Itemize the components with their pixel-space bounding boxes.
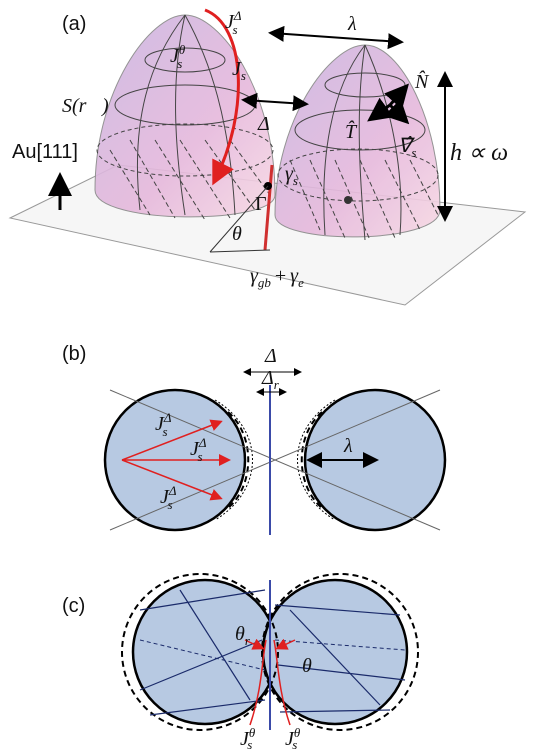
lambda-arrow xyxy=(272,33,400,42)
label-part: Δ xyxy=(261,367,274,389)
tangent-label: T̂ xyxy=(345,120,358,143)
figure: (a) JΔs Jθs Js λ S(r⃗) Δ N̂ T̂ ∇̂s h ∝ ω… xyxy=(0,0,540,752)
label-part: + xyxy=(275,265,286,287)
label-part: s xyxy=(293,173,298,188)
label-part: Δ xyxy=(198,435,207,450)
theta-label: θ xyxy=(232,223,242,245)
label-part: s xyxy=(247,737,252,752)
label-part: gb xyxy=(258,275,272,290)
lambda-label: λ xyxy=(343,435,353,457)
label-part: r xyxy=(274,377,280,392)
label-part: Δ xyxy=(233,8,242,23)
left-particle xyxy=(133,580,277,724)
page: (a) JΔs Jθs Js λ S(r⃗) Δ N̂ T̂ ∇̂s h ∝ ω… xyxy=(0,0,540,752)
label-part: s xyxy=(233,22,238,37)
label-part: s xyxy=(168,497,173,512)
label-part: θ xyxy=(179,42,186,57)
panel-label: (b) xyxy=(62,343,86,365)
label-part: Δ xyxy=(163,410,172,425)
normal-label: N̂ xyxy=(414,70,430,93)
surface-label: S(r⃗) xyxy=(62,95,109,117)
theta-label: θ xyxy=(302,655,312,677)
label-part: s xyxy=(411,145,416,160)
gamma-label: Γ xyxy=(255,193,267,215)
label-part: s xyxy=(241,68,246,83)
label-part: Δ xyxy=(168,483,177,498)
flux-label: Js xyxy=(232,58,246,83)
substrate-label: Au[111] xyxy=(12,141,78,163)
panel-label: (a) xyxy=(62,13,86,35)
delta-label: Δ xyxy=(257,113,270,135)
dome-center xyxy=(344,196,352,204)
delta-r-label: Δr xyxy=(261,367,280,392)
label-part: s xyxy=(163,424,168,439)
label-part: s xyxy=(177,56,182,71)
lambda-label: λ xyxy=(347,13,357,35)
label-part: s xyxy=(292,737,297,752)
right-particle xyxy=(263,580,407,724)
panel-label: (c) xyxy=(62,595,85,617)
height-label: h ∝ ω xyxy=(450,140,508,166)
label-part: e xyxy=(298,275,304,290)
delta-label: Δ xyxy=(264,345,277,367)
label-part: θ xyxy=(235,623,245,645)
label-part: s xyxy=(198,449,203,464)
